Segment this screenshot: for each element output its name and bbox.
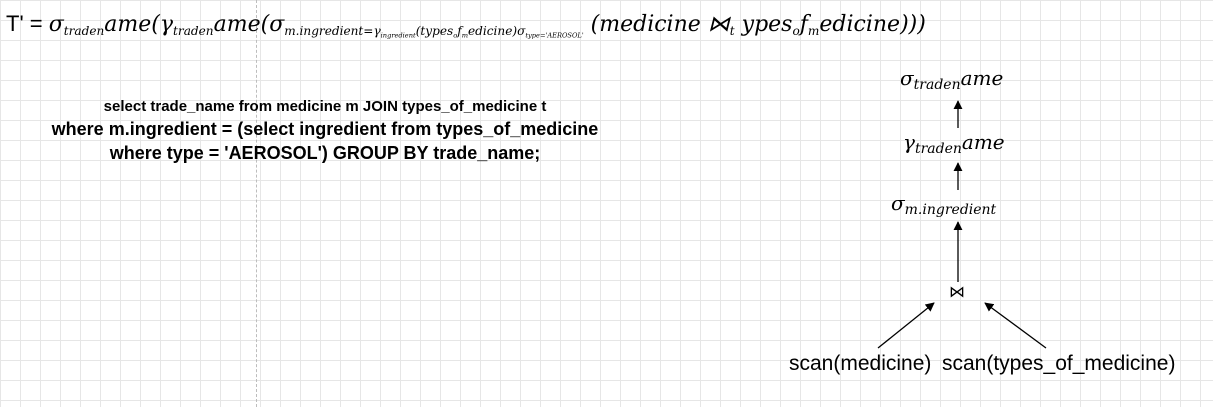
formula-sub-types: (types bbox=[415, 24, 454, 39]
tree-node-sigma-trade-name: σtradename bbox=[900, 66, 1004, 94]
formula-join-sub-t: t bbox=[729, 24, 735, 39]
tree-sigma-sub-n: n bbox=[951, 77, 961, 94]
formula-gamma-sub-n: n bbox=[205, 24, 214, 39]
sql-line-2: where m.ingredient = (select ingredient … bbox=[51, 119, 599, 139]
formula-sigma-outer: σ bbox=[48, 12, 64, 37]
formula-sigma-inner: σ bbox=[269, 12, 285, 37]
formula-gamma-sub-trade: trade bbox=[173, 24, 206, 39]
tree-leaf-scan-medicine: scan(medicine) bbox=[789, 352, 932, 375]
formula-ypes-sub-o: o bbox=[792, 24, 800, 39]
formula-eq: = bbox=[363, 24, 374, 39]
formula-sub-n: n bbox=[96, 24, 105, 39]
formula-sub-f: f bbox=[457, 24, 462, 39]
tree-sigma-sub-trade: trade bbox=[913, 77, 952, 94]
tree-gamma-sub-n: n bbox=[952, 141, 962, 158]
tree-node-gamma-trade-name: γtradename bbox=[903, 130, 1005, 158]
formula-gamma-ame: ame bbox=[213, 12, 261, 37]
formula-gamma: γ bbox=[159, 12, 174, 37]
tree-node-join: ⋈ bbox=[949, 282, 965, 301]
tree-gamma-ame: ame bbox=[961, 130, 1005, 154]
formula-f-sub-m: m bbox=[807, 24, 820, 39]
formula-sub-gamma-ingredient: ingredient bbox=[380, 31, 416, 40]
formula-prefix: T' = bbox=[6, 11, 49, 36]
formula-m-ingredient: m.ingredient bbox=[284, 24, 364, 39]
formula-sub-sigma: σ bbox=[517, 24, 526, 39]
formula-sub-trade: trade bbox=[63, 24, 97, 39]
formula-sub-o: o bbox=[453, 31, 458, 40]
page-guide-line bbox=[256, 0, 257, 407]
tree-sigma-ame: ame bbox=[960, 66, 1004, 90]
tree-leaf-scan-types-of-medicine: scan(types_of_medicine) bbox=[942, 352, 1176, 375]
edge-scan-right-to-join bbox=[984, 302, 1047, 349]
formula-ame: ame bbox=[104, 12, 152, 37]
formula-f: f bbox=[799, 12, 808, 37]
formula-sub-edicine: edicine) bbox=[468, 24, 518, 39]
tree-sigma-symbol: σ bbox=[900, 66, 914, 90]
formula-close: ))) bbox=[900, 12, 926, 37]
formula-paren: ( bbox=[260, 12, 270, 37]
sql-line-3: where type = 'AEROSOL') GROUP BY trade_n… bbox=[109, 143, 541, 163]
formula-join-open: (medicine ⋈ bbox=[590, 12, 730, 37]
relational-algebra-formula: T' = σtradename(γtradename(σm.ingredient… bbox=[6, 6, 926, 43]
formula-sub-m: m bbox=[461, 31, 468, 40]
formula-sub-type-aerosol: type='AEROSOL' bbox=[525, 31, 584, 40]
formula-edicine: edicine bbox=[819, 12, 901, 37]
formula-sub-gamma: γ bbox=[373, 24, 381, 39]
sql-line-1: select trade_name from medicine m JOIN t… bbox=[103, 98, 547, 115]
formula-sub-m-ingredient: m.ingredient=γingredient(typesofmedicine… bbox=[284, 24, 584, 40]
tree-sigma-ing-sub: m.ingredient bbox=[904, 202, 997, 219]
tree-gamma-sub-trade: trade bbox=[914, 141, 953, 158]
formula-paren: ( bbox=[151, 12, 160, 37]
tree-gamma-symbol: γ bbox=[903, 130, 915, 154]
formula-ypes: ypes bbox=[734, 12, 793, 37]
tree-sigma-ing-symbol: σ bbox=[891, 191, 905, 215]
edge-scan-left-to-join bbox=[877, 302, 935, 349]
tree-node-sigma-m-ingredient: σm.ingredient bbox=[891, 191, 997, 219]
sql-query: select trade_name from medicine m JOIN t… bbox=[30, 97, 620, 165]
